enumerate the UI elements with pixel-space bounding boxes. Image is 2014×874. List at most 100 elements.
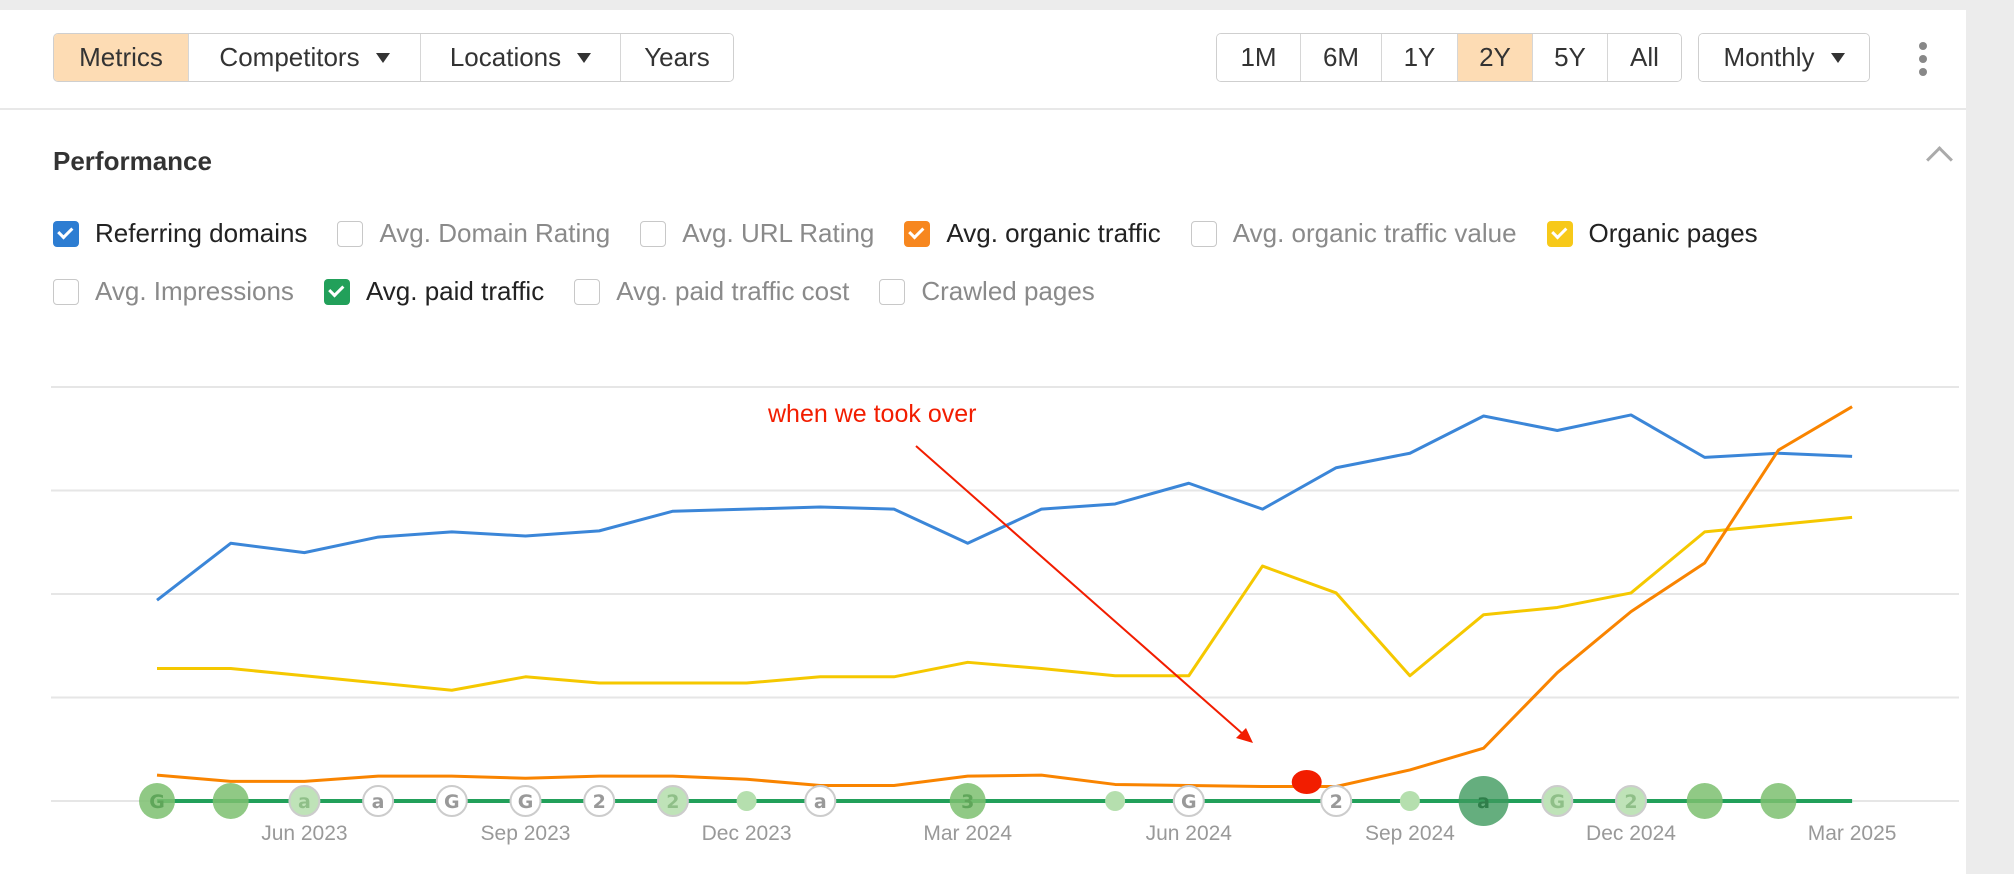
tab-label: Metrics [79, 42, 163, 72]
range-all[interactable]: All [1608, 34, 1681, 81]
range-5y[interactable]: 5Y [1533, 34, 1608, 81]
interval-button[interactable]: Monthly [1699, 34, 1869, 81]
range-selector: 1M 6M 1Y 2Y 5Y All [1216, 33, 1682, 82]
event-marker-label: a [298, 791, 311, 813]
checkbox-unchecked-icon[interactable] [879, 278, 906, 305]
checkbox-label: Avg. Impressions [95, 276, 294, 306]
event-marker [1399, 791, 1420, 811]
range-6m[interactable]: 6M [1301, 34, 1382, 81]
checkbox-unchecked-icon[interactable] [574, 278, 601, 305]
tab-label: Years [644, 42, 710, 72]
x-tick-label: Dec 2023 [702, 822, 792, 845]
tab-years[interactable]: Years [621, 34, 733, 81]
checkbox-avg-url-rating[interactable]: Avg. URL Rating [640, 218, 874, 249]
checkbox-avg-organic-traffic-value[interactable]: Avg. organic traffic value [1190, 218, 1517, 249]
tab-label: Locations [449, 42, 562, 72]
checkbox-unchecked-icon[interactable] [640, 220, 667, 247]
annotation-text: when we took over [768, 400, 977, 428]
event-marker [1320, 785, 1353, 817]
event-marker [509, 785, 542, 817]
x-tick-label: Mar 2024 [923, 822, 1012, 845]
event-marker [656, 785, 689, 817]
tab-locations[interactable]: Locations [421, 34, 621, 81]
tab-competitors[interactable]: Competitors [189, 34, 421, 81]
caret-down-icon [577, 52, 592, 63]
range-2y[interactable]: 2Y [1458, 34, 1533, 81]
series-line-avg-organic-traffic [156, 405, 1853, 789]
x-tick-label: Jun 2024 [1146, 822, 1233, 845]
interval-dropdown[interactable]: Monthly [1698, 33, 1870, 82]
series-line-referring-domains [156, 413, 1853, 602]
event-marker [1615, 785, 1647, 817]
checkbox-label: Referring domains [95, 218, 308, 248]
checkbox-label: Avg. Domain Rating [379, 218, 611, 248]
event-marker-label: G [149, 791, 165, 813]
checkbox-label: Crawled pages [921, 276, 1095, 306]
divider [0, 108, 1966, 110]
checkbox-label: Avg. organic traffic [946, 218, 1161, 248]
checkbox-unchecked-icon[interactable] [53, 278, 79, 305]
x-tick-label: Jun 2023 [261, 822, 347, 845]
event-marker [1760, 783, 1797, 819]
x-tick-label: Dec 2024 [1586, 822, 1676, 845]
checkbox-avg-organic-traffic[interactable]: Avg. organic traffic [904, 218, 1161, 249]
event-marker [804, 785, 837, 817]
event-marker-label: a [1477, 791, 1490, 813]
caret-down-icon [1830, 52, 1845, 63]
interval-label: Monthly [1723, 42, 1815, 72]
checkbox-avg-paid-traffic[interactable]: Avg. paid traffic [323, 276, 545, 307]
range-1y[interactable]: 1Y [1382, 34, 1458, 81]
checkbox-referring-domains[interactable]: Referring domains [53, 218, 307, 249]
checkbox-checked-icon[interactable] [53, 220, 79, 247]
checkbox-checked-icon[interactable] [323, 278, 350, 305]
arrow-head-icon [1236, 728, 1253, 743]
performance-card [0, 10, 1966, 874]
event-marker [1172, 785, 1205, 817]
tab-metrics[interactable]: Metrics [54, 34, 189, 81]
checkbox-avg-impressions[interactable]: Avg. Impressions [53, 276, 294, 307]
checkbox-organic-pages[interactable]: Organic pages [1546, 218, 1758, 249]
annotation-arrow [915, 445, 1245, 736]
checkbox-checked-icon[interactable] [1546, 220, 1573, 247]
metric-row-1: Referring domains Avg. Domain Rating Avg. … [53, 218, 1788, 249]
checkbox-label: Avg. paid traffic cost [616, 276, 850, 306]
event-marker [736, 791, 757, 811]
checkbox-avg-paid-traffic-cost[interactable]: Avg. paid traffic cost [574, 276, 849, 307]
event-marker [139, 783, 175, 819]
view-tabs: Metrics Competitors Locations Years [53, 33, 734, 82]
checkbox-checked-icon[interactable] [904, 220, 931, 247]
checkbox-label: Avg. organic traffic value [1232, 218, 1517, 248]
event-marker [1105, 791, 1126, 811]
checkbox-avg-domain-rating[interactable]: Avg. Domain Rating [337, 218, 610, 249]
event-marker [435, 785, 468, 817]
kebab-vertical-icon[interactable] [1914, 42, 1932, 76]
x-tick-label: Mar 2025 [1808, 822, 1897, 845]
event-marker [1541, 785, 1574, 817]
event-marker-label: 3 [961, 791, 974, 813]
caret-down-icon [375, 52, 390, 63]
event-marker-label: 2 [1330, 791, 1343, 813]
checkbox-label: Avg. paid traffic [365, 276, 545, 306]
x-tick-label: Sep 2023 [481, 822, 571, 845]
event-marker [362, 785, 395, 817]
checkbox-unchecked-icon[interactable] [1190, 220, 1217, 247]
event-marker [949, 783, 986, 819]
event-marker-label: a [372, 791, 385, 813]
event-marker-label: 2 [666, 791, 679, 813]
event-marker-label: G [518, 791, 534, 813]
event-marker [212, 783, 249, 819]
series-line-organic-pages [157, 515, 1853, 692]
checkbox-unchecked-icon[interactable] [337, 220, 364, 247]
event-marker [288, 785, 321, 817]
event-marker [1458, 776, 1509, 826]
annotation-dot [1291, 770, 1322, 794]
range-1m[interactable]: 1M [1217, 34, 1301, 81]
event-marker-label: G [1181, 791, 1197, 813]
event-marker-label: 2 [593, 791, 606, 813]
checkbox-crawled-pages[interactable]: Crawled pages [879, 276, 1095, 307]
metric-row-2: Avg. Impressions Avg. paid traffic Avg. pa… [53, 276, 1125, 307]
checkbox-label: Avg. URL Rating [682, 218, 875, 248]
event-marker-label: G [444, 791, 460, 813]
event-marker [1686, 783, 1723, 819]
